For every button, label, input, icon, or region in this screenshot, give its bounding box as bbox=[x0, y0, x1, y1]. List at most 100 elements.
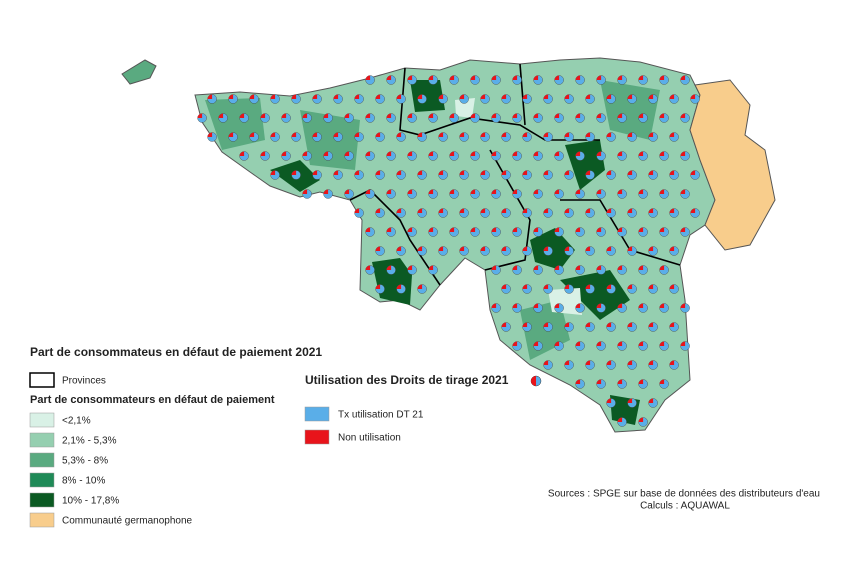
pie-wedge bbox=[470, 151, 476, 156]
pie-wedge bbox=[323, 189, 329, 194]
pie-wedge bbox=[659, 75, 665, 80]
pie-icon bbox=[512, 113, 522, 123]
pie-wedge bbox=[291, 94, 297, 99]
germanophone bbox=[689, 79, 776, 251]
pie-wedge bbox=[648, 398, 654, 403]
pie-icon bbox=[396, 284, 406, 294]
pie-icon bbox=[207, 94, 217, 104]
pie-wedge bbox=[596, 303, 602, 308]
pie-wedge bbox=[564, 360, 570, 365]
pie-icon bbox=[449, 227, 459, 237]
pie-icon bbox=[617, 417, 627, 427]
pie-wedge bbox=[407, 189, 413, 194]
pie-icon bbox=[302, 189, 312, 199]
pie-wedge bbox=[627, 398, 633, 403]
usage-legend: Tx utilisation DT 21 Non utilisation bbox=[304, 406, 424, 445]
pie-icon bbox=[680, 189, 690, 199]
pie-icon bbox=[575, 189, 585, 199]
pie-icon bbox=[575, 151, 585, 161]
pie-icon bbox=[648, 132, 658, 142]
pie-wedge bbox=[543, 246, 549, 251]
pie-icon bbox=[564, 170, 574, 180]
pie-wedge bbox=[417, 94, 423, 99]
pie-icon bbox=[575, 341, 585, 351]
pie-wedge bbox=[438, 170, 444, 175]
class-label: Communauté germanophone bbox=[62, 516, 193, 527]
pie-icon bbox=[648, 398, 658, 408]
pie-wedge bbox=[522, 246, 528, 251]
pie-wedge bbox=[659, 265, 665, 270]
pie-wedge bbox=[690, 170, 696, 175]
pie-wedge bbox=[543, 284, 549, 289]
pie-icon bbox=[522, 322, 532, 332]
pie-icon bbox=[501, 208, 511, 218]
pie-icon bbox=[428, 151, 438, 161]
pie-wedge bbox=[680, 75, 686, 80]
pie-wedge bbox=[638, 113, 644, 118]
pie-icon bbox=[638, 303, 648, 313]
pie-icon bbox=[333, 94, 343, 104]
pie-wedge bbox=[470, 75, 476, 80]
pie-icon bbox=[533, 303, 543, 313]
pie-icon bbox=[627, 398, 637, 408]
pie-wedge bbox=[281, 113, 287, 118]
pie-icon bbox=[554, 113, 564, 123]
pie-wedge bbox=[375, 170, 381, 175]
pie-wedge bbox=[522, 94, 528, 99]
pie-wedge bbox=[386, 75, 392, 80]
pie-wedge bbox=[470, 227, 476, 232]
pie-icon bbox=[596, 341, 606, 351]
pie-wedge bbox=[396, 170, 402, 175]
pie-icon bbox=[375, 132, 385, 142]
pie-icon bbox=[512, 75, 522, 85]
pie-icon bbox=[407, 227, 417, 237]
pie-icon bbox=[312, 132, 322, 142]
pie-wedge bbox=[554, 113, 560, 118]
pie-icon bbox=[669, 246, 679, 256]
pie-icon bbox=[449, 189, 459, 199]
pie-wedge bbox=[480, 208, 486, 213]
pie-wedge bbox=[596, 227, 602, 232]
pie-wedge bbox=[354, 132, 360, 137]
pie-icon bbox=[690, 170, 700, 180]
pie-icon bbox=[606, 208, 616, 218]
pie-icon bbox=[627, 208, 637, 218]
pie-icon bbox=[365, 75, 375, 85]
pie-wedge bbox=[396, 94, 402, 99]
pie-icon bbox=[522, 132, 532, 142]
pie-icon bbox=[585, 246, 595, 256]
pie-icon bbox=[606, 246, 616, 256]
pie-wedge bbox=[690, 208, 696, 213]
pie-icon bbox=[417, 94, 427, 104]
pie-icon bbox=[386, 151, 396, 161]
enclave bbox=[121, 59, 157, 85]
pie-wedge bbox=[512, 189, 518, 194]
pie-icon bbox=[312, 94, 322, 104]
pie-icon bbox=[417, 208, 427, 218]
pie-wedge bbox=[512, 227, 518, 232]
pie-wedge bbox=[449, 227, 455, 232]
pie-wedge bbox=[459, 94, 465, 99]
pie-wedge bbox=[596, 151, 602, 156]
pie-wedge bbox=[491, 151, 497, 156]
pie-icon bbox=[543, 246, 553, 256]
pie-icon bbox=[533, 189, 543, 199]
pie-icon bbox=[480, 208, 490, 218]
pie-wedge bbox=[449, 75, 455, 80]
pie-wedge bbox=[606, 208, 612, 213]
pie-icon bbox=[501, 322, 511, 332]
usage-title: Utilisation des Droits de tirage 2021 bbox=[305, 373, 509, 387]
pie-wedge bbox=[207, 132, 213, 137]
pie-wedge bbox=[344, 113, 350, 118]
pie-icon bbox=[375, 94, 385, 104]
pie-wedge bbox=[491, 303, 497, 308]
pie-icon bbox=[333, 132, 343, 142]
pie-icon bbox=[491, 75, 501, 85]
pie-icon bbox=[386, 189, 396, 199]
pie-icon bbox=[480, 132, 490, 142]
pie-wedge bbox=[606, 322, 612, 327]
pie-wedge bbox=[344, 151, 350, 156]
pie-wedge bbox=[480, 132, 486, 137]
pie-wedge bbox=[585, 170, 591, 175]
